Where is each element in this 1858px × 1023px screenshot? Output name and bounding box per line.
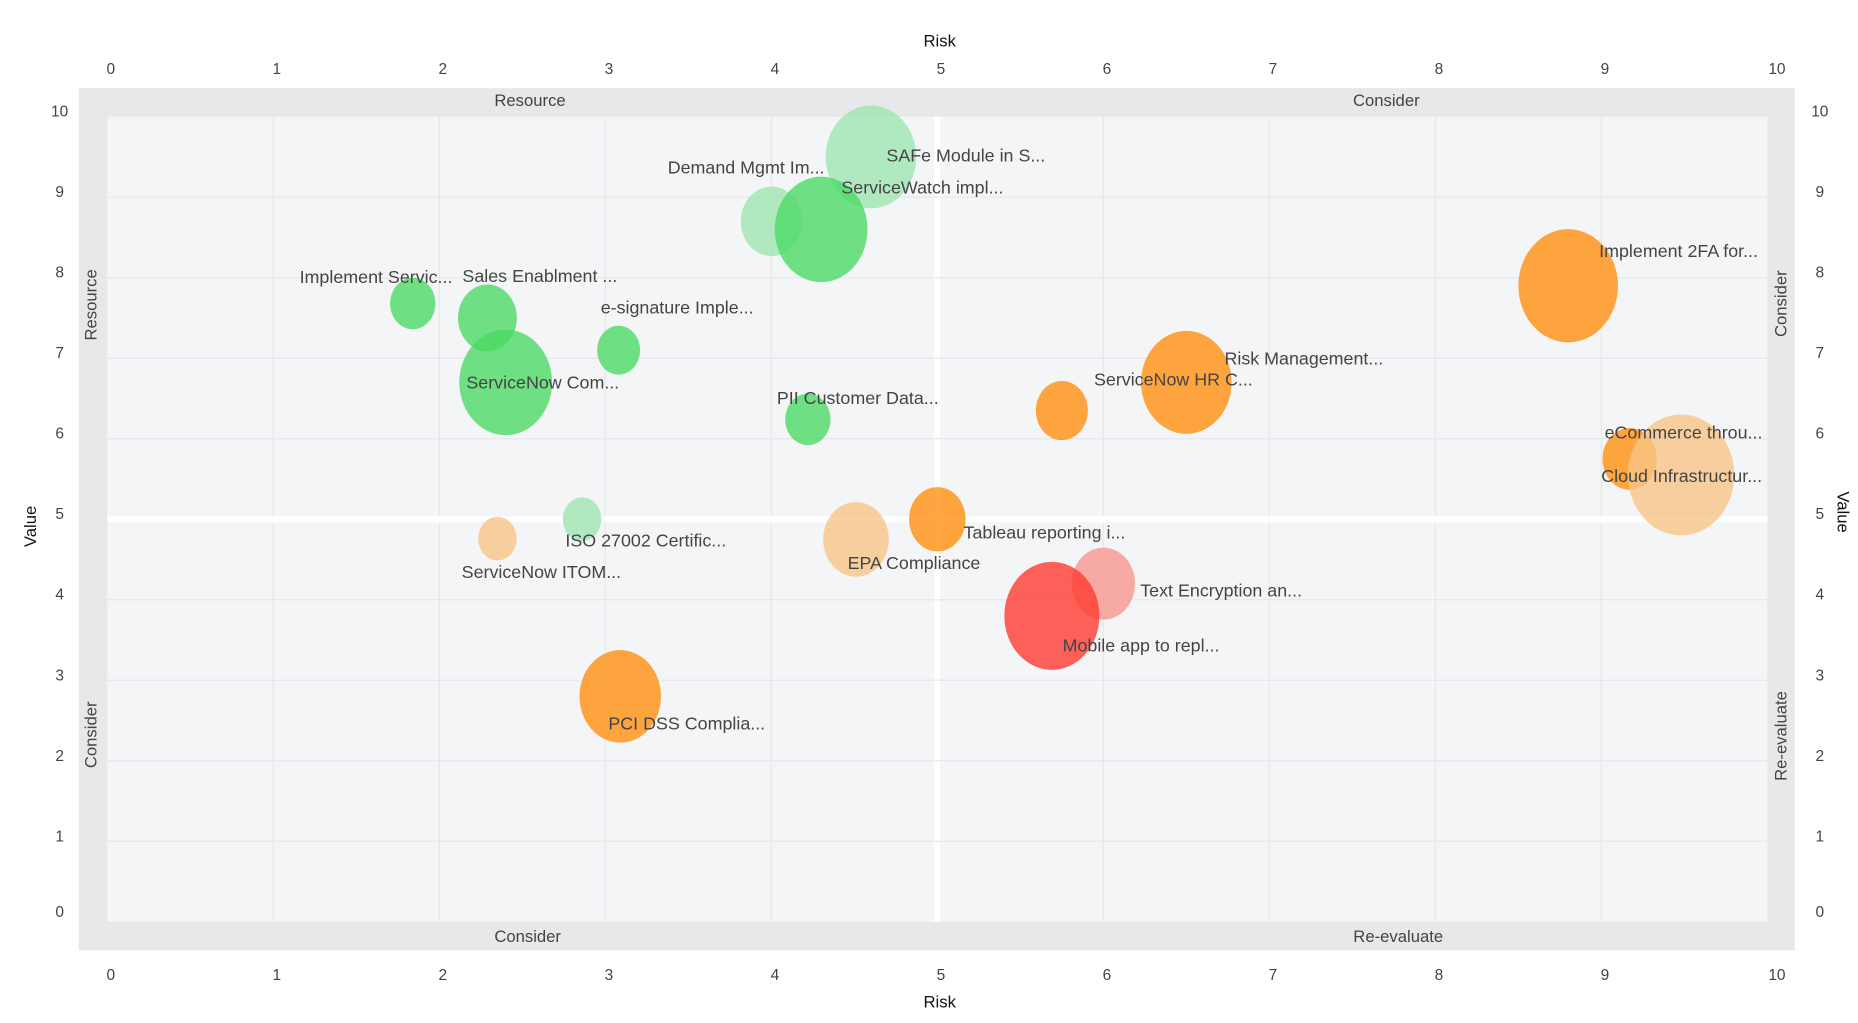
y-tick-label-right: 5 — [1816, 506, 1825, 523]
bubble-label: e-signature Imple... — [601, 297, 754, 317]
bubble[interactable] — [1518, 229, 1618, 343]
y-tick-label-left: 8 — [55, 265, 64, 282]
x-tick-label-bottom: 1 — [273, 967, 282, 984]
bubble[interactable] — [459, 329, 553, 436]
bubble[interactable] — [825, 105, 917, 209]
quadrant-label-bottom-right: Re-evaluate — [1353, 927, 1443, 946]
bubble-label: Sales Enablment ... — [462, 266, 617, 286]
bubble-label: PCI DSS Complia... — [608, 714, 765, 734]
x-tick-label-bottom: 7 — [1269, 967, 1278, 984]
quadrant-label-left-lower: Consider — [82, 701, 101, 768]
x-tick-label-top: 4 — [771, 61, 780, 78]
bubble-label: Implement 2FA for... — [1599, 241, 1758, 261]
x-tick-label-bottom: 0 — [107, 967, 116, 984]
y-tick-label-right: 7 — [1816, 345, 1825, 362]
y-tick-label-right: 10 — [1811, 104, 1828, 121]
quadrant-label-top-right: Consider — [1353, 91, 1420, 110]
x-axis-title-top: Risk — [924, 31, 957, 50]
quadrant-label-top-left: Resource — [494, 91, 565, 110]
bubble[interactable] — [1141, 330, 1232, 434]
quadrant-label-right-lower: Re-evaluate — [1771, 691, 1790, 781]
bubble-label: Demand Mgmt Im... — [668, 158, 825, 178]
x-tick-label-top: 0 — [107, 61, 116, 78]
bubble[interactable] — [823, 502, 889, 577]
y-axis-title-right: Value — [1834, 491, 1853, 532]
x-tick-label-bottom: 2 — [439, 967, 448, 984]
bubble[interactable] — [1004, 561, 1100, 670]
bubble-label: ServiceNow HR C... — [1094, 370, 1253, 390]
x-tick-label-top: 10 — [1768, 61, 1785, 78]
bubble-label: Cloud Infrastructur... — [1601, 466, 1762, 486]
x-tick-label-bottom: 5 — [937, 967, 946, 984]
x-tick-label-top: 8 — [1435, 61, 1444, 78]
y-tick-label-right: 8 — [1816, 265, 1825, 282]
y-axis-title-left: Value — [21, 506, 40, 547]
y-tick-label-left: 9 — [55, 184, 64, 201]
y-tick-label-right: 3 — [1816, 667, 1825, 684]
y-tick-label-right: 1 — [1816, 828, 1825, 845]
y-tick-label-right: 0 — [1816, 904, 1825, 921]
gridlines — [107, 116, 1768, 922]
bubble-label: PII Customer Data... — [777, 388, 939, 408]
bubble-label: Text Encryption an... — [1140, 581, 1302, 601]
x-tick-label-top: 6 — [1103, 61, 1112, 78]
bubble-label: ServiceNow ITOM... — [462, 562, 621, 582]
x-tick-label-top: 9 — [1601, 61, 1610, 78]
bubble[interactable] — [579, 650, 661, 743]
bubble[interactable] — [390, 277, 436, 330]
y-tick-label-right: 9 — [1816, 184, 1825, 201]
y-tick-label-right: 2 — [1816, 748, 1825, 765]
y-tick-label-left: 5 — [55, 506, 64, 523]
quadrant-label-bottom-left: Consider — [494, 927, 561, 946]
y-tick-label-left: 2 — [55, 748, 64, 765]
bubble-label: EPA Compliance — [848, 553, 981, 573]
y-tick-label-left: 0 — [55, 904, 64, 921]
bubble[interactable] — [774, 176, 868, 283]
x-tick-label-bottom: 9 — [1601, 967, 1610, 984]
quadrant-label-left-upper: Resource — [82, 269, 101, 340]
bubble[interactable] — [1035, 380, 1088, 441]
bubble-label: ServiceNow Com... — [466, 372, 619, 392]
bubble[interactable] — [785, 393, 831, 446]
bubble[interactable] — [562, 497, 602, 542]
x-tick-label-bottom: 8 — [1435, 967, 1444, 984]
bubble[interactable] — [478, 516, 517, 561]
y-tick-label-left: 10 — [51, 104, 68, 121]
axis-ticks: 0 0 1 1 2 2 3 3 4 4 5 5 6 6 7 7 8 8 9 9 10 10 0 0 1 1 2 2 3 3 4 4 5 5 6 6 7 7… — [51, 61, 1828, 984]
bubble-label: eCommerce throu... — [1605, 423, 1763, 443]
x-tick-label-top: 2 — [439, 61, 448, 78]
y-tick-label-left: 6 — [55, 426, 64, 443]
bubble[interactable] — [909, 487, 966, 552]
bubble-label: SAFe Module in S... — [886, 146, 1045, 166]
bubbles — [390, 105, 1735, 743]
bubble-labels: SAFe Module in S... Demand Mgmt Im... Serv… — [300, 146, 1763, 734]
bubble-label: Mobile app to repl... — [1063, 636, 1220, 656]
bubble-label: Implement Servic... — [300, 267, 453, 287]
y-tick-label-left: 7 — [55, 345, 64, 362]
quadrant-label-right-upper: Consider — [1771, 270, 1790, 337]
x-tick-label-bottom: 3 — [605, 967, 614, 984]
bubble-label: Tableau reporting i... — [964, 522, 1126, 542]
x-tick-label-bottom: 6 — [1103, 967, 1112, 984]
y-tick-label-left: 3 — [55, 667, 64, 684]
y-tick-label-right: 6 — [1816, 426, 1825, 443]
bubble[interactable] — [597, 325, 641, 375]
bubble-label: Risk Management... — [1224, 349, 1383, 369]
x-axis-title-bottom: Risk — [924, 993, 957, 1012]
x-tick-label-top: 5 — [937, 61, 946, 78]
y-tick-label-left: 1 — [55, 828, 64, 845]
y-tick-label-right: 4 — [1816, 587, 1825, 604]
x-tick-label-top: 7 — [1269, 61, 1278, 78]
x-tick-label-bottom: 4 — [771, 967, 780, 984]
bubble-label: ServiceWatch impl... — [841, 178, 1003, 198]
x-tick-label-top: 1 — [273, 61, 282, 78]
x-tick-label-top: 3 — [605, 61, 614, 78]
bubble-label: ISO 27002 Certific... — [565, 531, 726, 551]
y-tick-label-left: 4 — [55, 587, 64, 604]
x-tick-label-bottom: 10 — [1768, 967, 1785, 984]
bubble[interactable] — [1627, 414, 1735, 536]
